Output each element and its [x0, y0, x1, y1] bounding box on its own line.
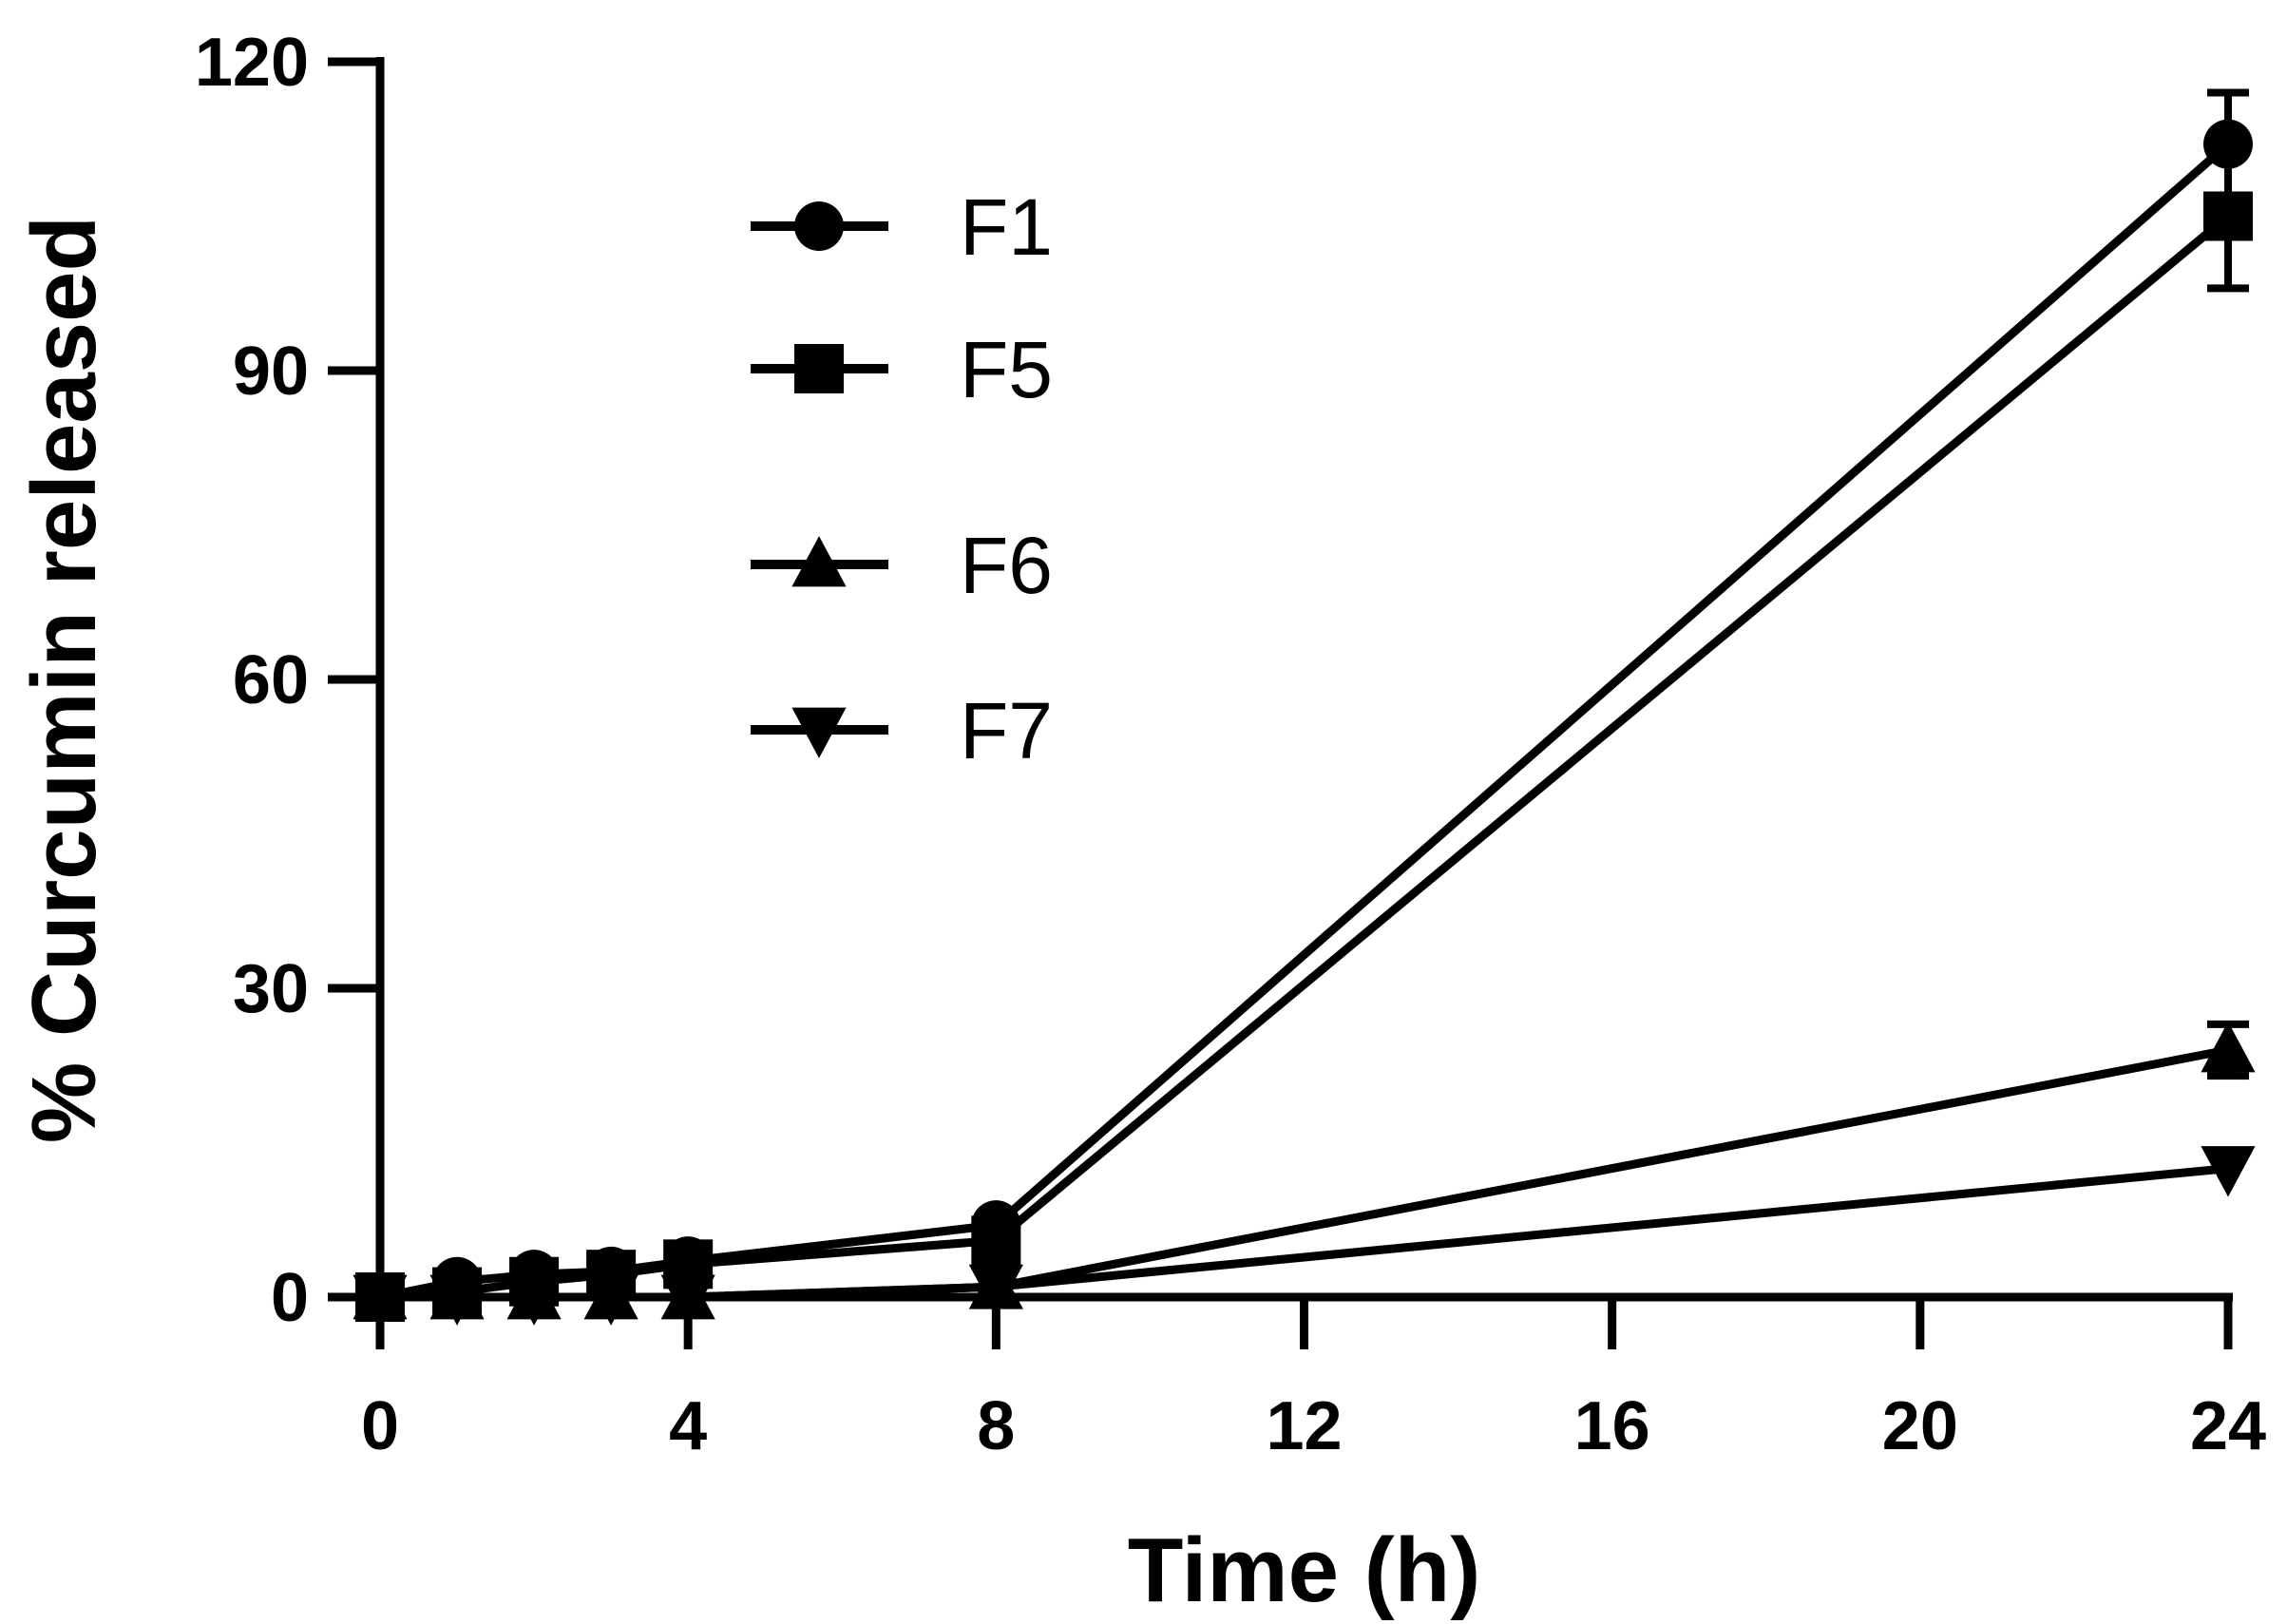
y-tick-label: 120 — [195, 25, 309, 101]
legend-item-F1: F1 — [751, 182, 1053, 272]
data-point-F5 — [2203, 191, 2253, 241]
axes: 0 30 60 90 120 0 4 8 12 16 20 24 — [195, 25, 2266, 1464]
x-tick-label: 4 — [669, 1388, 707, 1464]
x-tick-label: 8 — [977, 1388, 1015, 1464]
series-line-F7 — [380, 1164, 2229, 1302]
data-point-F7 — [353, 1274, 408, 1326]
y-tick-label: 60 — [233, 642, 309, 718]
series-layer — [353, 88, 2256, 1326]
data-point-F6 — [2201, 1022, 2256, 1073]
x-tick-label: 24 — [2190, 1388, 2266, 1464]
series-F1 — [355, 88, 2253, 1322]
legend-marker-F5 — [794, 344, 844, 393]
legend-label: F5 — [960, 325, 1053, 414]
y-tick-label: 90 — [233, 334, 309, 410]
y-axis-title: % Curcumin released — [13, 216, 115, 1143]
x-axis-title: Time (h) — [1128, 1519, 1481, 1621]
legend-marker-F1 — [794, 201, 844, 251]
legend-marker-F7 — [791, 707, 847, 758]
legend-marker-F6 — [791, 536, 847, 587]
data-point-F5 — [971, 1215, 1021, 1266]
series-F5 — [355, 140, 2253, 1322]
series-F7 — [353, 1146, 2256, 1326]
data-point-F7 — [2201, 1146, 2256, 1197]
legend: F1 F5 F6 F7 — [751, 182, 1053, 775]
legend-item-F7: F7 — [751, 686, 1053, 775]
legend-label: F7 — [960, 686, 1053, 775]
x-tick-label: 16 — [1574, 1388, 1650, 1464]
x-tick-label: 12 — [1266, 1388, 1342, 1464]
data-point-F7 — [429, 1274, 485, 1326]
series-line-F5 — [379, 213, 2231, 1302]
y-tick-label: 30 — [233, 951, 309, 1027]
data-point-F7 — [506, 1274, 562, 1326]
y-tick-label: 0 — [271, 1260, 309, 1336]
x-tick-label: 0 — [361, 1388, 399, 1464]
data-point-F7 — [583, 1274, 638, 1326]
data-point-F7 — [968, 1264, 1023, 1316]
legend-item-F6: F6 — [751, 521, 1053, 610]
legend-label: F1 — [960, 182, 1053, 272]
x-tick-label: 20 — [1882, 1388, 1958, 1464]
legend-label: F6 — [960, 521, 1053, 610]
legend-item-F5: F5 — [751, 325, 1053, 414]
series-line-F1 — [379, 141, 2231, 1302]
data-point-F7 — [660, 1274, 715, 1326]
